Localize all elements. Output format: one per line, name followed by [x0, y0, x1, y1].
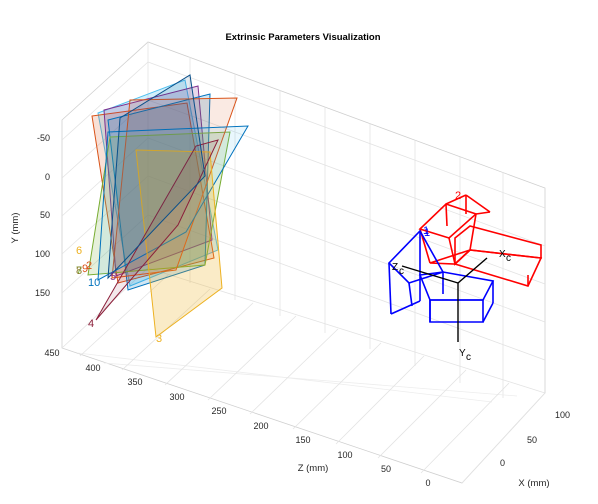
camera-axis-sub-z: c — [399, 266, 404, 277]
z-tick-label: 200 — [253, 421, 268, 431]
camera-1 — [387, 229, 495, 323]
z-tick-label: 400 — [85, 363, 100, 373]
pattern-label-9: 9 — [82, 263, 88, 275]
camera-2 — [418, 194, 543, 287]
y-tick-label: -50 — [37, 133, 50, 143]
z-tick-label: 150 — [295, 435, 310, 445]
camera-axis-sub-x: c — [506, 253, 511, 264]
pattern-3-plane — [135, 149, 223, 338]
pattern-plane — [97, 125, 249, 281]
chart-title: Extrinsic Parameters Visualization — [225, 32, 380, 43]
z-tick-label: 350 — [127, 377, 142, 387]
z-axis-label: Z (mm) — [298, 463, 329, 474]
z-tick-label: 0 — [425, 478, 430, 488]
camera-axis-sub-y: c — [466, 352, 471, 363]
y-tick-label: 0 — [45, 172, 50, 182]
pattern-label-4: 4 — [88, 318, 94, 330]
z-tick-label: 300 — [169, 392, 184, 402]
pattern-label-2: 2 — [86, 260, 92, 272]
pattern-label-3: 3 — [156, 333, 162, 345]
y-tick-label: 150 — [35, 288, 50, 298]
calibration-patterns — [87, 74, 249, 338]
camera-axes — [401, 257, 488, 342]
z-tick-label: 250 — [211, 406, 226, 416]
x-axis-label: X (mm) — [518, 478, 549, 489]
camera-axis-label-z: Z — [392, 262, 398, 273]
pattern-label-5: 5 — [110, 271, 116, 283]
pattern-label-8: 8 — [76, 265, 82, 277]
pattern-label-6: 6 — [76, 245, 82, 257]
x-tick-label: 100 — [555, 410, 570, 420]
camera-label-1: 1 — [424, 227, 430, 239]
z-tick-label: 100 — [337, 450, 352, 460]
x-tick-label: 50 — [527, 435, 537, 445]
camera-axis-label-y: Y — [459, 348, 466, 359]
y-tick-label: 50 — [40, 210, 50, 220]
camera-label-2: 2 — [455, 190, 461, 202]
pattern-4-plane — [95, 139, 219, 321]
pattern-label-7: 7 — [76, 265, 82, 277]
z-tick-label: 450 — [44, 348, 59, 358]
y-tick-label: 100 — [35, 249, 50, 259]
camera-axis-label-x: X — [499, 249, 506, 260]
pattern-plane — [91, 102, 215, 284]
z-tick-label: 50 — [381, 464, 391, 474]
y-axis-label: Y (mm) — [10, 213, 21, 244]
pattern-plane — [107, 74, 206, 280]
x-tick-label: 0 — [500, 458, 505, 468]
pattern-label-10: 10 — [88, 277, 100, 289]
